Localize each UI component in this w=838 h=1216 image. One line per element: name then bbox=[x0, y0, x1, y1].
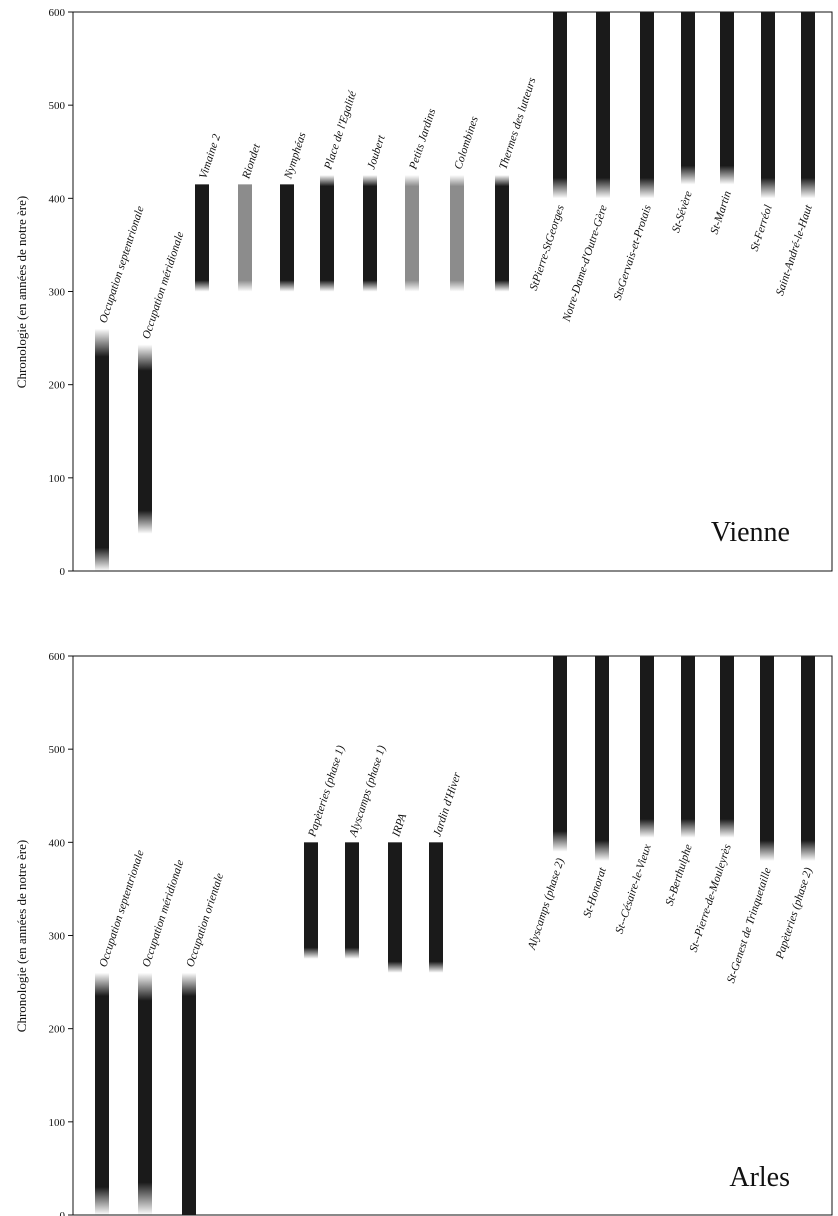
timeline-bar bbox=[640, 12, 654, 199]
timeline-bar bbox=[595, 656, 609, 861]
bar-label: Colombines bbox=[452, 115, 481, 171]
timeline-bar bbox=[182, 972, 196, 1215]
bar-label: Alyscamps (phase 1) bbox=[347, 744, 388, 839]
bar-label: Petits Jardins bbox=[407, 107, 438, 172]
bar-label: Vimaine 2 bbox=[197, 133, 223, 181]
timeline-bar bbox=[801, 656, 815, 861]
bar-label: StPierre-StGeorges bbox=[528, 203, 567, 292]
y-tick-label: 400 bbox=[49, 837, 66, 849]
timeline-bar bbox=[345, 842, 359, 959]
bar-label: Riondet bbox=[240, 142, 263, 181]
timeline-bar bbox=[405, 175, 419, 292]
timeline-bar bbox=[138, 344, 152, 534]
bar-label: Place de l'Egalité bbox=[322, 89, 359, 172]
timeline-bar bbox=[280, 184, 294, 292]
timeline-bar bbox=[195, 184, 209, 292]
y-tick-label: 500 bbox=[49, 744, 66, 756]
bar-label: Thermes des lutteurs bbox=[497, 76, 538, 171]
timeline-bar bbox=[596, 12, 610, 199]
chart-title: Vienne bbox=[711, 517, 790, 548]
timeline-bar bbox=[553, 656, 567, 852]
timeline-bar bbox=[681, 12, 695, 185]
y-axis-label: Chronologie (en années de notre ère) bbox=[14, 196, 29, 388]
timeline-bar bbox=[761, 12, 775, 199]
timeline-bar bbox=[720, 12, 734, 185]
bar-label: St-Ferréol bbox=[749, 204, 775, 253]
y-tick-label: 300 bbox=[49, 931, 66, 943]
timeline-bar bbox=[681, 656, 695, 838]
y-tick-label: 200 bbox=[49, 380, 66, 392]
bar-label: St-Genest de Trinquetaille bbox=[725, 866, 774, 985]
y-tick-label: 100 bbox=[49, 1117, 66, 1129]
timeline-bar bbox=[450, 175, 464, 292]
timeline-bar bbox=[553, 12, 567, 199]
chart-panel-arles: Chronologie (en années de notre ère) Arl… bbox=[14, 651, 833, 1216]
timeline-bar bbox=[363, 175, 377, 292]
bar-label: Papèteries (phase 1) bbox=[306, 744, 347, 839]
bar-label: St--Césaire-le-Vieux bbox=[614, 842, 655, 935]
bar-label: Occupation septentrionale bbox=[97, 205, 146, 325]
bar-label: Occupation orientale bbox=[184, 872, 226, 969]
bar-label: Jardin d'Hiver bbox=[431, 770, 463, 838]
timeline-bar bbox=[320, 175, 334, 292]
bar-label: IRPA bbox=[390, 811, 409, 839]
timeline-bar bbox=[238, 184, 252, 292]
bar-label: Occupation méridionale bbox=[140, 230, 186, 340]
timeline-bar bbox=[388, 842, 402, 973]
timeline-bar bbox=[495, 175, 509, 292]
bar-label: Joubert bbox=[365, 133, 388, 171]
y-tick-label: 0 bbox=[60, 1210, 66, 1216]
chart-panel-vienne: Chronologie (en années de notre ère) Vie… bbox=[14, 7, 833, 578]
y-tick-label: 500 bbox=[49, 100, 66, 112]
y-tick-label: 300 bbox=[49, 287, 66, 299]
timeline-bar bbox=[95, 328, 109, 571]
y-tick-label: 100 bbox=[49, 473, 66, 485]
chart-title: Arles bbox=[729, 1162, 790, 1193]
timeline-bar bbox=[138, 972, 152, 1215]
y-axis-label: Chronologie (en années de notre ère) bbox=[14, 840, 29, 1032]
bar-label: Occupation méridionale bbox=[140, 858, 186, 968]
bar-label: Nymphéas bbox=[282, 131, 309, 182]
bar-label: StsGervais-et-Protais bbox=[612, 203, 654, 302]
bar-label: St-Berthulphe bbox=[664, 843, 695, 907]
bar-label: Saint-André-le-Haut bbox=[774, 203, 815, 297]
bar-label: St-Martin bbox=[709, 189, 734, 235]
bar-label: St-Sévère bbox=[670, 190, 695, 235]
timeline-bar bbox=[429, 842, 443, 973]
timeline-bar bbox=[95, 972, 109, 1215]
y-tick-label: 600 bbox=[49, 651, 66, 663]
timeline-bar bbox=[640, 656, 654, 838]
bar-label: Alyscamps (phase 2) bbox=[526, 857, 567, 952]
bar-label: St-Honorat bbox=[581, 865, 609, 919]
timeline-bar bbox=[304, 842, 318, 959]
timeline-bar bbox=[801, 12, 815, 199]
y-tick-label: 0 bbox=[60, 566, 66, 578]
y-tick-label: 400 bbox=[49, 193, 66, 205]
bar-label: Occupation septentrionale bbox=[97, 849, 146, 969]
bar-label: Papèteries (phase 2) bbox=[774, 866, 815, 961]
timeline-bar bbox=[760, 656, 774, 861]
y-tick-label: 600 bbox=[49, 7, 66, 19]
timeline-bar bbox=[720, 656, 734, 838]
bar-label: Notre-Dame-d'Outre-Gère bbox=[560, 204, 609, 325]
bar-label: St--Pierre-de-Mouleyrès bbox=[688, 842, 734, 953]
y-tick-label: 200 bbox=[49, 1024, 66, 1036]
